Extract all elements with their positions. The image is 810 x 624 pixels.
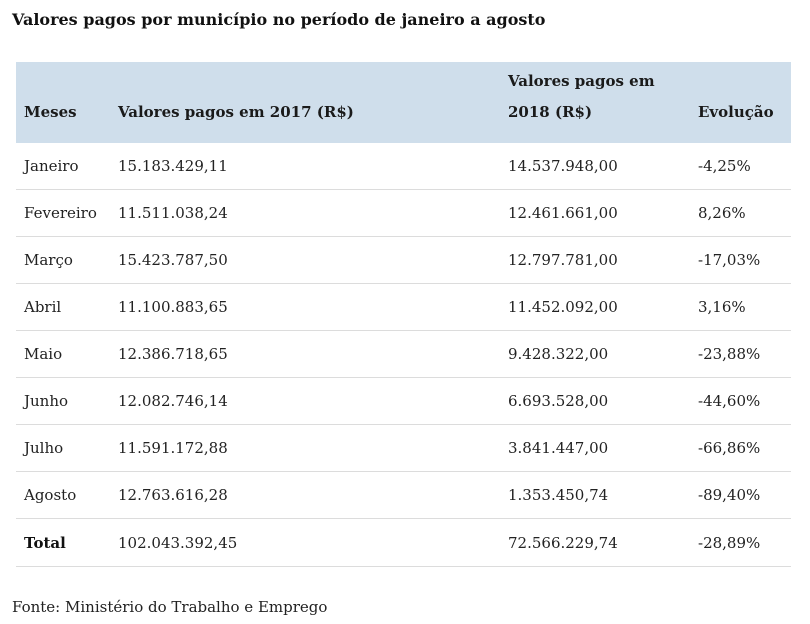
- header-values-2018-line2: 2018 (R$): [508, 103, 593, 121]
- table-header-row: Meses Valores pagos em 2017 (R$) Valores…: [16, 62, 791, 143]
- evolution-cell: -4,25%: [690, 143, 791, 190]
- month-cell: Março: [16, 236, 110, 284]
- month-cell: Agosto: [16, 471, 110, 519]
- header-evolution: Evolução: [698, 103, 774, 121]
- total-value-2017: 102.043.392,45: [110, 518, 500, 567]
- month-cell: Abril: [16, 283, 110, 331]
- value-2017-cell: 11.591.172,88: [110, 424, 500, 472]
- evolution-cell: -23,88%: [690, 330, 791, 378]
- value-2017-cell: 11.100.883,65: [110, 283, 500, 331]
- payments-table: Meses Valores pagos em 2017 (R$) Valores…: [16, 62, 791, 567]
- evolution-cell: -89,40%: [690, 471, 791, 519]
- table-row: Janeiro 15.183.429,11 14.537.948,00 -4,2…: [16, 143, 791, 190]
- total-label: Total: [16, 518, 110, 567]
- month-cell: Maio: [16, 330, 110, 378]
- header-months: Meses: [24, 103, 77, 121]
- value-2018-cell: 9.428.322,00: [500, 330, 690, 378]
- total-row: Total 102.043.392,45 72.566.229,74 -28,8…: [16, 518, 791, 567]
- table-row: Julho 11.591.172,88 3.841.447,00 -66,86%: [16, 424, 791, 472]
- header-values-2017: Valores pagos em 2017 (R$): [118, 103, 354, 121]
- table-title: Valores pagos por município no período d…: [12, 10, 546, 29]
- value-2018-cell: 11.452.092,00: [500, 283, 690, 331]
- evolution-cell: -17,03%: [690, 236, 791, 284]
- value-2017-cell: 12.082.746,14: [110, 377, 500, 425]
- evolution-cell: -44,60%: [690, 377, 791, 425]
- source-note: Fonte: Ministério do Trabalho e Emprego: [12, 598, 328, 616]
- value-2018-cell: 1.353.450,74: [500, 471, 690, 519]
- value-2017-cell: 15.183.429,11: [110, 143, 500, 190]
- total-value-2018: 72.566.229,74: [500, 518, 690, 567]
- month-cell: Fevereiro: [16, 189, 110, 237]
- table-row: Março 15.423.787,50 12.797.781,00 -17,03…: [16, 236, 791, 284]
- month-cell: Janeiro: [16, 143, 110, 190]
- month-cell: Junho: [16, 377, 110, 425]
- value-2018-cell: 12.461.661,00: [500, 189, 690, 237]
- total-evolution: -28,89%: [690, 518, 791, 567]
- header-values-2018-line1: Valores pagos em: [508, 72, 655, 90]
- header-values-2018: Valores pagos em 2018 (R$): [500, 62, 690, 143]
- month-cell: Julho: [16, 424, 110, 472]
- table-row: Agosto 12.763.616,28 1.353.450,74 -89,40…: [16, 471, 791, 519]
- table-row: Junho 12.082.746,14 6.693.528,00 -44,60%: [16, 377, 791, 425]
- value-2018-cell: 12.797.781,00: [500, 236, 690, 284]
- value-2018-cell: 3.841.447,00: [500, 424, 690, 472]
- table-row: Abril 11.100.883,65 11.452.092,00 3,16%: [16, 283, 791, 331]
- evolution-cell: -66,86%: [690, 424, 791, 472]
- table-row: Fevereiro 11.511.038,24 12.461.661,00 8,…: [16, 189, 791, 237]
- value-2017-cell: 12.386.718,65: [110, 330, 500, 378]
- table-row: Maio 12.386.718,65 9.428.322,00 -23,88%: [16, 330, 791, 378]
- value-2017-cell: 11.511.038,24: [110, 189, 500, 237]
- value-2018-cell: 14.537.948,00: [500, 143, 690, 190]
- evolution-cell: 3,16%: [690, 283, 791, 331]
- evolution-cell: 8,26%: [690, 189, 791, 237]
- value-2017-cell: 15.423.787,50: [110, 236, 500, 284]
- value-2017-cell: 12.763.616,28: [110, 471, 500, 519]
- value-2018-cell: 6.693.528,00: [500, 377, 690, 425]
